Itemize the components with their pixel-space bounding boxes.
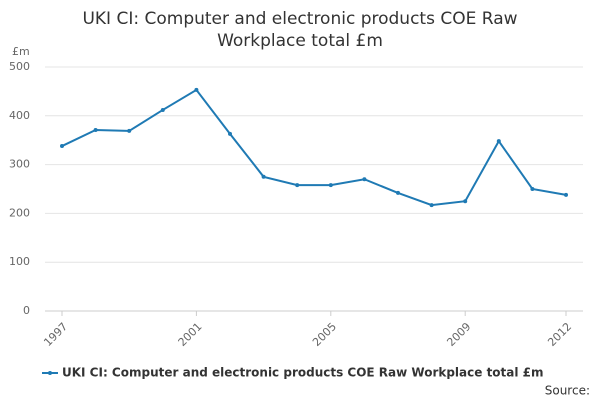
y-tick-label: 400 (9, 109, 30, 122)
data-point (194, 87, 199, 92)
data-point (530, 187, 535, 191)
x-tick-label: 2009 (444, 320, 473, 349)
x-tick-label: 2005 (310, 320, 339, 349)
data-point (228, 131, 232, 136)
data-point (295, 183, 300, 188)
y-tick-label: 500 (9, 60, 30, 73)
data-point (564, 192, 568, 197)
data-point (429, 203, 434, 208)
x-tick-label: 2012 (545, 320, 574, 349)
data-point (463, 199, 468, 204)
x-tick-label: 2001 (176, 320, 205, 349)
x-tick-label: 1997 (41, 320, 70, 349)
data-point (93, 127, 98, 132)
data-point (362, 177, 367, 182)
data-point (496, 139, 501, 144)
data-point (160, 107, 165, 112)
data-point (328, 183, 333, 188)
y-axis-label: £m (12, 45, 30, 58)
legend-label: UKI CI: Computer and electronic products… (62, 366, 544, 380)
y-tick-label: 200 (9, 206, 30, 219)
y-tick-label: 300 (9, 158, 30, 171)
data-point (261, 174, 266, 179)
data-point (127, 128, 132, 133)
data-line (61, 88, 567, 207)
legend-marker (48, 371, 52, 375)
chart-title: UKI CI: Computer and electronic products… (82, 9, 518, 51)
y-tick-label: 100 (9, 255, 30, 268)
y-tick-label: 0 (23, 304, 30, 317)
source: Source: (545, 384, 590, 398)
data-point (60, 144, 64, 149)
data-point (396, 190, 400, 195)
